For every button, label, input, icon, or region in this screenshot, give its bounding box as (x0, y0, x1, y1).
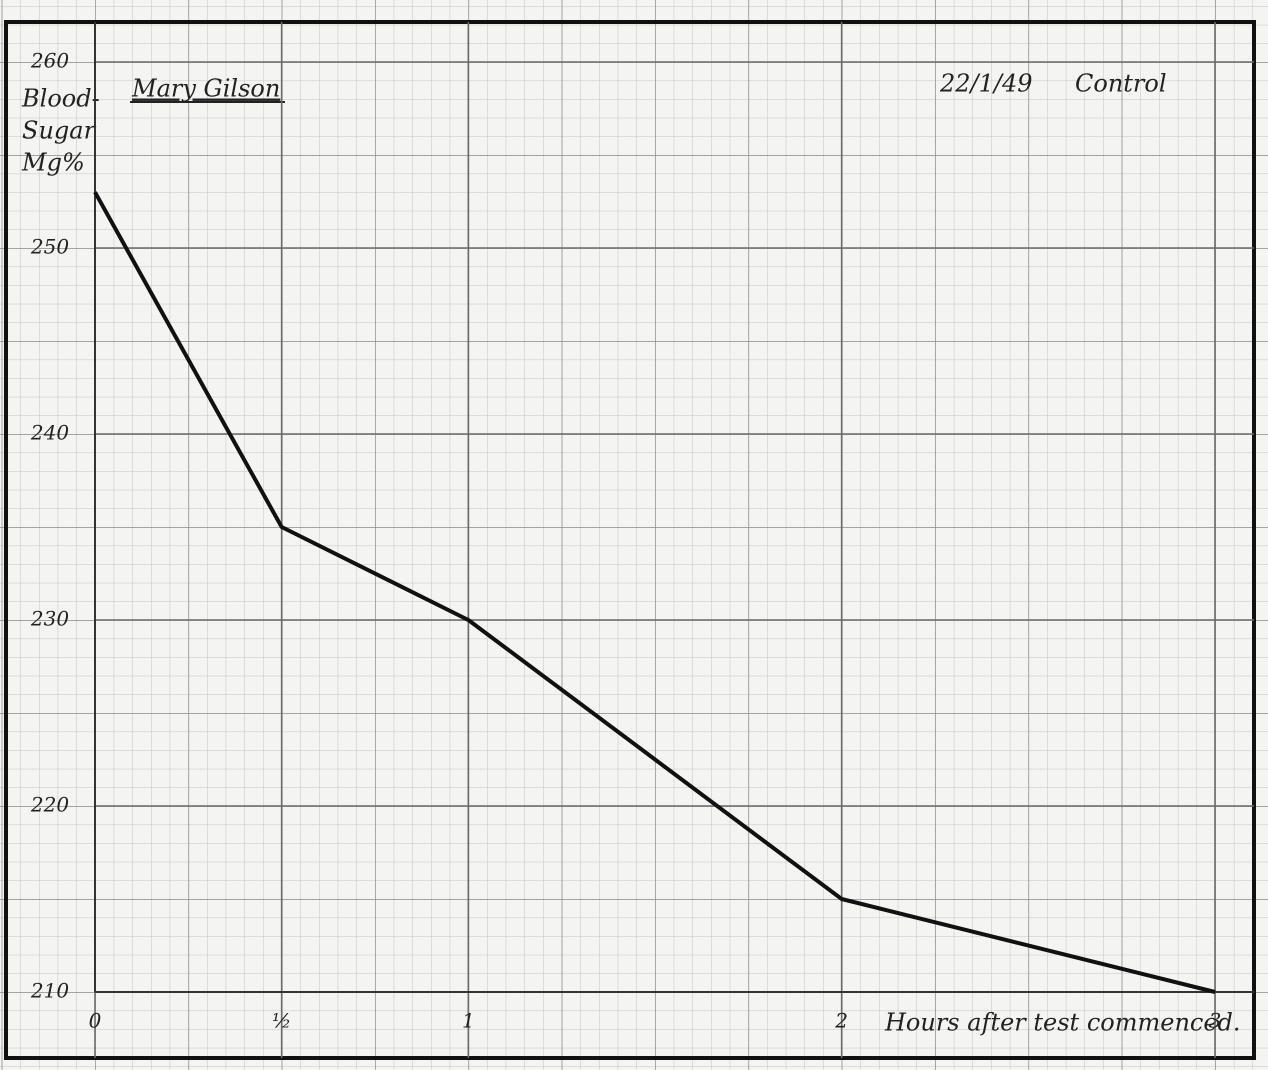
x-axis-label: Hours after test commenced. (884, 1009, 1241, 1037)
y-tick-label: 240 (30, 421, 69, 445)
control-annotation: Control (1075, 70, 1167, 98)
x-tick-label: 2 (834, 1009, 848, 1033)
y-axis-label: Blood- (21, 85, 100, 113)
x-tick-label: 1 (462, 1009, 475, 1033)
y-tick-label: 230 (30, 607, 69, 631)
y-tick-label: 210 (30, 979, 69, 1003)
y-axis-label: Mg% (21, 149, 85, 177)
x-tick-label: 0 (89, 1009, 102, 1033)
x-tick-label: ½ (272, 1009, 291, 1033)
data-line (93, 191, 1216, 994)
date-annotation: 22/1/49 (939, 70, 1033, 98)
frame (4, 20, 1256, 1060)
y-tick-label: 260 (30, 49, 69, 73)
y-tick-label: 220 (30, 793, 69, 817)
x-tick-label: 3 (1209, 1009, 1222, 1033)
chart-title: Mary Gilson (131, 75, 280, 103)
y-tick-label: 250 (30, 235, 69, 259)
y-axis-label: Sugar (22, 117, 97, 145)
